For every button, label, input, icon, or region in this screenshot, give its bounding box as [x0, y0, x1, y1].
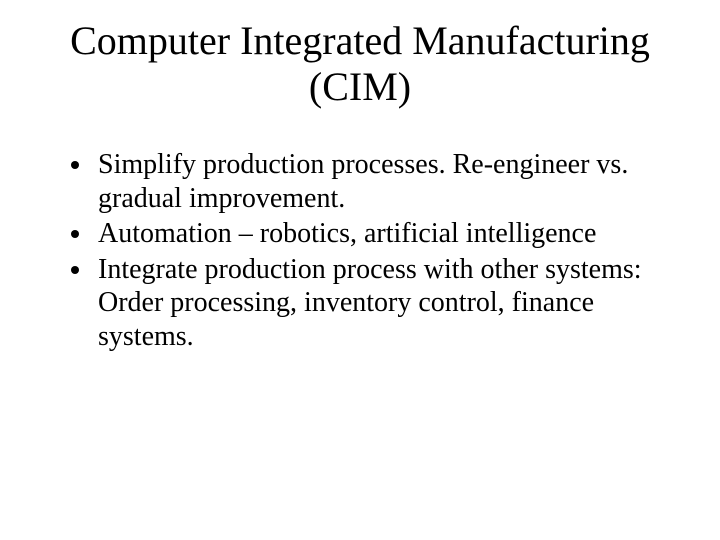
bullet-list: Simplify production processes. Re-engine… — [40, 148, 680, 354]
title-line-2: (CIM) — [309, 64, 411, 109]
slide-title: Computer Integrated Manufacturing (CIM) — [40, 18, 680, 110]
list-item: Automation – robotics, artificial intell… — [94, 217, 680, 251]
title-line-1: Computer Integrated Manufacturing — [70, 18, 650, 63]
list-item: Simplify production processes. Re-engine… — [94, 148, 680, 215]
slide: Computer Integrated Manufacturing (CIM) … — [0, 0, 720, 540]
list-item: Integrate production process with other … — [94, 253, 680, 354]
